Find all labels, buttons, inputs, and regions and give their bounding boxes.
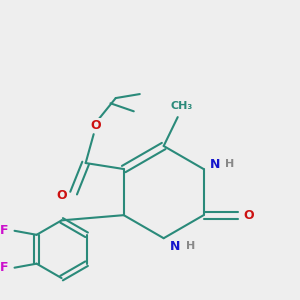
Text: N: N <box>170 240 180 253</box>
Text: CH₃: CH₃ <box>171 101 193 111</box>
Text: N: N <box>210 158 220 171</box>
Text: O: O <box>90 119 101 132</box>
Text: O: O <box>56 189 67 202</box>
Text: O: O <box>244 209 254 222</box>
Text: F: F <box>0 224 9 237</box>
Text: H: H <box>185 241 195 251</box>
Text: H: H <box>225 159 235 169</box>
Text: F: F <box>0 261 9 274</box>
